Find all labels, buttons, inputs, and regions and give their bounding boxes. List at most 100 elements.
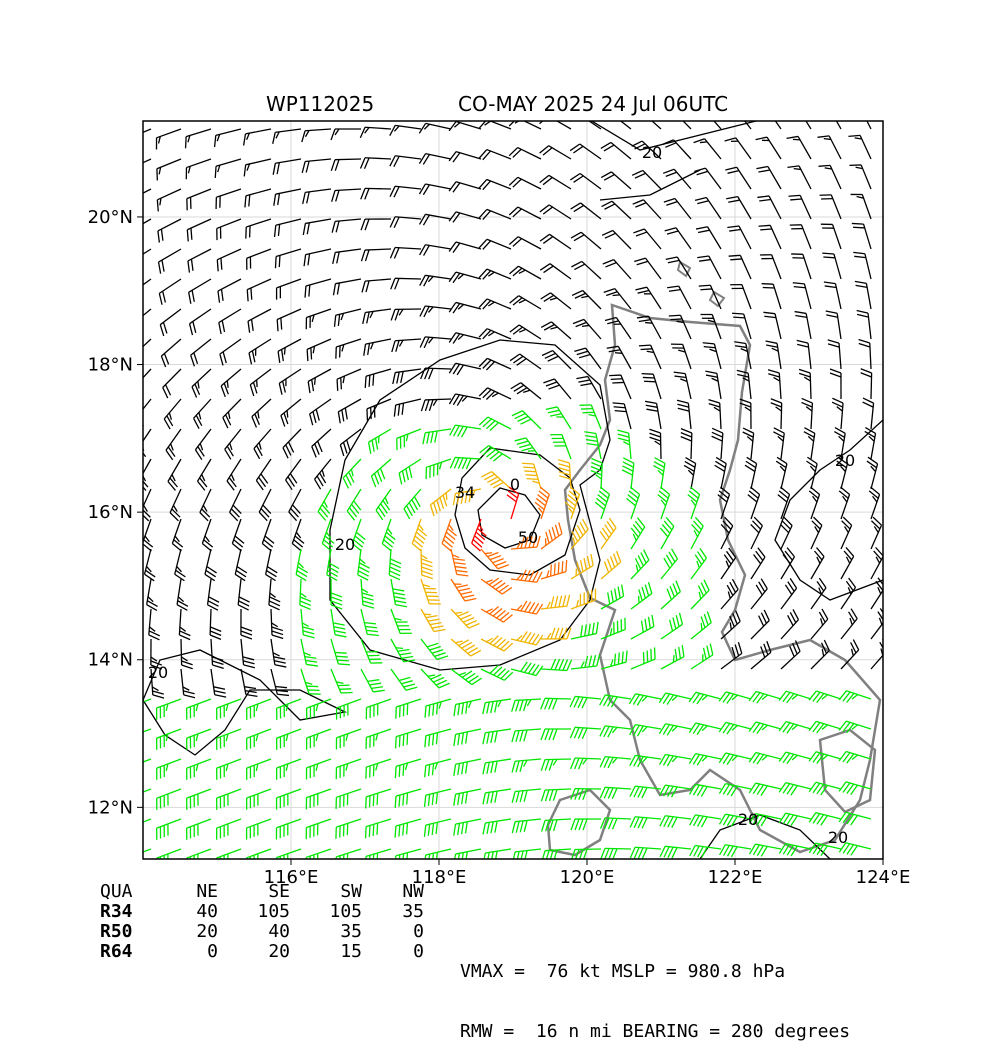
wind-barb (225, 429, 241, 459)
wind-barb (479, 179, 511, 189)
wind-barb (540, 146, 571, 159)
wind-barb (219, 309, 241, 334)
header-nw: NW (362, 882, 424, 902)
wind-barb (839, 782, 871, 795)
wind-barb (424, 849, 451, 867)
wind-barb (273, 159, 301, 175)
wind-barb (824, 282, 841, 309)
wind-barb (425, 789, 451, 807)
wind-barb (277, 759, 301, 780)
wind-barb (161, 339, 181, 367)
wind-barb (630, 817, 661, 829)
wind-barb (394, 399, 421, 417)
wind-barb (247, 699, 271, 720)
wind-barb (390, 186, 421, 197)
wind-barb (250, 369, 271, 396)
wind-barb (187, 189, 211, 210)
wind-barb (395, 849, 421, 867)
wind-barb (133, 369, 151, 399)
wind-barb (366, 789, 391, 809)
wind-barb (861, 369, 872, 399)
wind-barb (841, 517, 852, 549)
wind-barb (789, 195, 811, 219)
wind-barb (818, 165, 841, 189)
wind-barb (266, 549, 278, 581)
wind-barb (479, 269, 511, 279)
contour-20-east (775, 420, 883, 600)
wind-barb (512, 819, 541, 833)
wind-barb (479, 150, 511, 160)
table-row: R34 40 105 105 35 (86, 902, 424, 922)
wind-barb (481, 665, 513, 680)
wind-barb (694, 139, 721, 159)
wind-barb (571, 588, 595, 609)
wind-barb (571, 261, 601, 279)
wind-barb (399, 459, 421, 484)
wind-barb (684, 458, 696, 489)
wind-barb (304, 249, 331, 266)
wind-barb (605, 318, 631, 339)
wind-barb (839, 487, 849, 519)
wind-barb (751, 579, 767, 609)
wind-barb (697, 256, 721, 279)
wind-barb (252, 399, 271, 427)
wind-barb (639, 345, 661, 369)
wind-barb (512, 849, 541, 863)
wind-barb (671, 344, 691, 369)
wind-barb (790, 225, 811, 249)
wind-barb (730, 285, 751, 309)
wind-barb (677, 400, 691, 429)
wind-barb (663, 140, 691, 159)
wind-barb (186, 129, 211, 148)
wind-barb (472, 519, 487, 551)
wind-barb (849, 165, 871, 189)
wind-barb (217, 249, 241, 271)
wind-barb (755, 108, 781, 129)
wind-barb (157, 819, 181, 840)
wind-barb (751, 548, 765, 579)
wind-barb (391, 669, 417, 690)
wind-barb (757, 196, 781, 219)
vmax-mslp-line: VMAX = 76 kt MSLP = 980.8 hPa (460, 962, 850, 982)
wind-barb (210, 609, 221, 639)
wind-barb (483, 759, 511, 774)
wind-barb (779, 691, 811, 703)
wind-barb (662, 110, 691, 129)
wind-barb (601, 551, 621, 579)
wind-barb (479, 329, 511, 339)
wind-barb (301, 609, 315, 638)
wind-barb (705, 371, 721, 399)
wind-barb (181, 669, 195, 698)
wind-barb (631, 550, 649, 579)
wind-barb (571, 622, 598, 639)
wind-barb (703, 343, 721, 369)
wind-barb (871, 547, 883, 579)
wind-barb (630, 725, 661, 737)
wind-barb (145, 549, 156, 581)
wind-barb (661, 645, 684, 669)
wind-barb (138, 459, 151, 491)
wind-barb (809, 721, 841, 733)
wind-barb (632, 170, 661, 189)
wind-barb (301, 639, 318, 666)
wind-barb (691, 580, 709, 609)
wind-barb (601, 848, 631, 859)
wind-barb (331, 159, 361, 171)
wind-barb (688, 487, 700, 519)
wind-barb (195, 429, 211, 460)
wind-barb (194, 399, 211, 429)
wind-barb (791, 254, 811, 279)
wind-barb (511, 570, 542, 582)
wind-barb (811, 578, 826, 609)
wind-barb (366, 819, 391, 838)
wind-barb (645, 401, 661, 429)
wind-barb (241, 609, 252, 639)
wind-barb (451, 549, 468, 576)
wind-barb (170, 489, 181, 521)
wind-barb (262, 519, 274, 551)
wind-barb (187, 729, 211, 750)
wind-barb (481, 636, 513, 651)
wind-barb (421, 579, 441, 604)
wind-barb (419, 184, 451, 195)
wind-barb (570, 696, 601, 708)
